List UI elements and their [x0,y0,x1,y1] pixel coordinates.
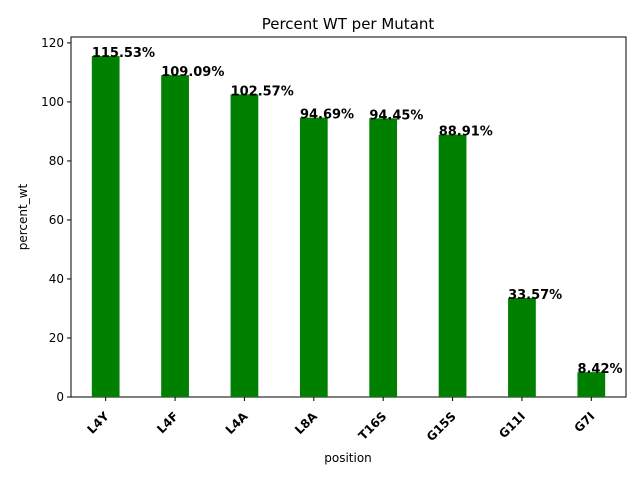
y-axis: 0 20 40 60 80 100 120 [41,36,71,404]
bars-group [91,56,606,398]
x-tick-label: L4A [223,409,251,437]
x-tick-label: L8A [292,409,320,437]
data-label: 33.57% [508,288,562,303]
y-tick-label: 40 [49,272,64,286]
data-label: 94.45% [369,108,423,123]
data-labels-group: 115.53% 109.09% 102.57% 94.69% 94.45% 88.91% 3… [92,46,623,377]
data-label: 115.53% [92,46,155,61]
y-tick-label: 0 [56,390,64,404]
y-tick-label: 80 [49,154,64,168]
y-tick-label: 120 [41,36,64,50]
x-tick-label: L4F [154,409,181,436]
y-tick-label: 20 [49,331,64,345]
x-tick-label: G7I [572,409,598,435]
chart-title: Percent WT per Mutant [262,15,435,33]
x-tick-label: G15S [424,409,459,444]
bar [438,134,467,397]
data-label: 94.69% [300,108,354,123]
x-axis-label: position [324,451,372,465]
bar [369,118,398,398]
x-tick-label: T16S [356,409,390,443]
bar [91,56,120,398]
bar [161,75,189,397]
bar [577,372,606,397]
bar [299,117,328,397]
x-axis: L4Y L4F L4A L8A T16S G15S G11I G7I [84,397,597,444]
data-label: 109.09% [161,65,224,80]
data-label: 102.57% [231,84,294,99]
data-label: 88.91% [439,125,493,140]
plot-frame [70,36,627,398]
bar [508,297,536,397]
y-axis-label: percent_wt [16,183,30,250]
x-tick-label: L4Y [84,409,112,437]
bar [230,94,259,398]
y-tick-label: 100 [41,95,64,109]
plot-area [70,36,627,398]
x-tick-label: G11I [496,409,528,441]
y-tick-label: 60 [49,213,64,227]
data-label: 8.42% [577,362,622,377]
